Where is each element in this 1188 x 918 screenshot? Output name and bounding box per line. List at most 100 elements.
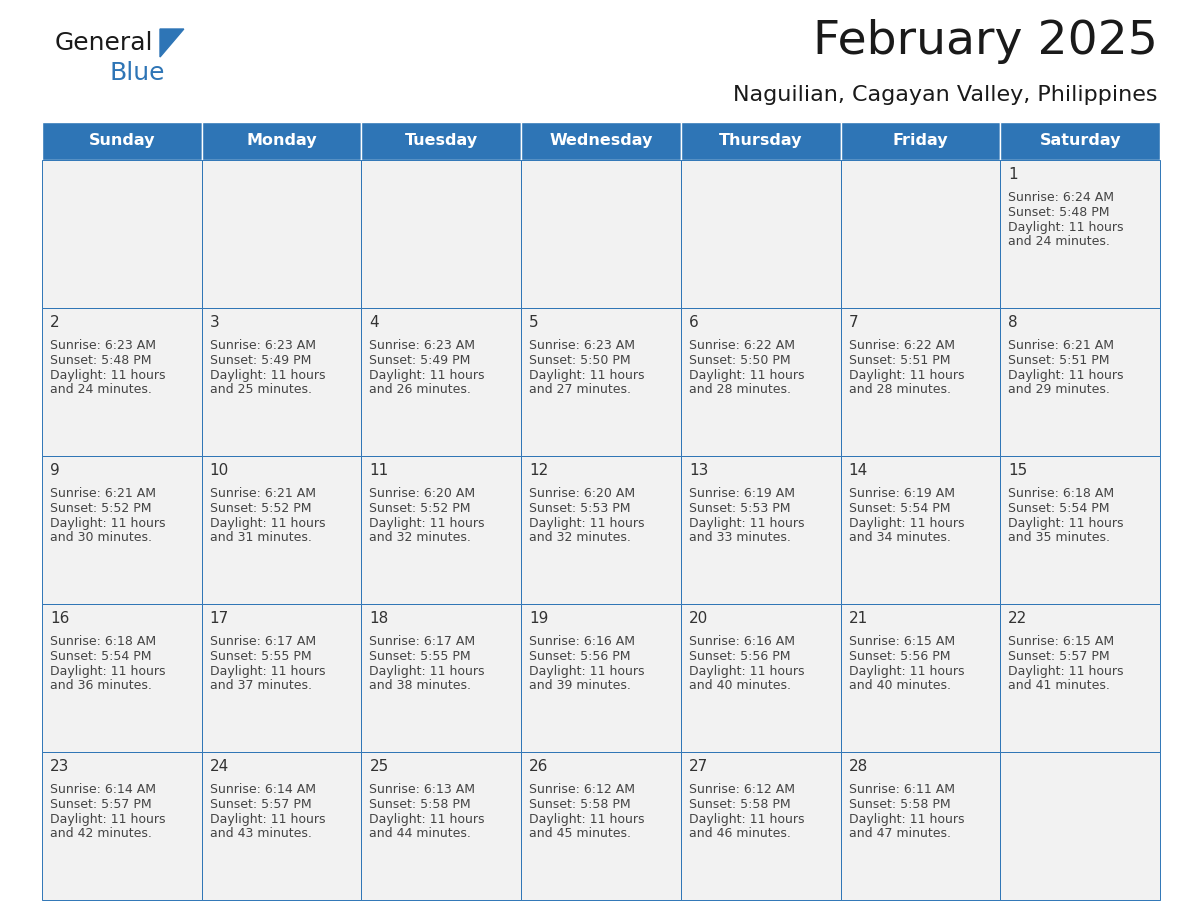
Text: Sunrise: 6:16 AM: Sunrise: 6:16 AM <box>689 635 795 648</box>
Bar <box>1000 456 1159 604</box>
Text: Sunrise: 6:19 AM: Sunrise: 6:19 AM <box>848 487 955 500</box>
Text: Daylight: 11 hours: Daylight: 11 hours <box>50 812 165 825</box>
Text: Sunrise: 6:14 AM: Sunrise: 6:14 AM <box>210 783 316 796</box>
Text: Monday: Monday <box>246 133 317 149</box>
Bar <box>841 752 1000 900</box>
Text: Sunrise: 6:14 AM: Sunrise: 6:14 AM <box>50 783 156 796</box>
Text: Daylight: 11 hours: Daylight: 11 hours <box>1009 369 1124 382</box>
Text: Daylight: 11 hours: Daylight: 11 hours <box>848 369 965 382</box>
Text: 6: 6 <box>689 315 699 330</box>
Bar <box>42 308 202 456</box>
Bar <box>841 160 1000 308</box>
Text: Tuesday: Tuesday <box>405 133 478 149</box>
Text: Sunset: 5:54 PM: Sunset: 5:54 PM <box>50 650 152 663</box>
Text: Daylight: 11 hours: Daylight: 11 hours <box>210 665 326 677</box>
Text: and 32 minutes.: and 32 minutes. <box>529 532 631 544</box>
Text: 12: 12 <box>529 463 549 478</box>
Text: 14: 14 <box>848 463 867 478</box>
FancyBboxPatch shape <box>681 122 841 160</box>
Bar <box>522 752 681 900</box>
Text: Sunrise: 6:23 AM: Sunrise: 6:23 AM <box>369 339 475 352</box>
Text: Sunrise: 6:17 AM: Sunrise: 6:17 AM <box>210 635 316 648</box>
Bar <box>522 308 681 456</box>
Text: and 40 minutes.: and 40 minutes. <box>689 679 791 692</box>
Text: Sunset: 5:54 PM: Sunset: 5:54 PM <box>1009 502 1110 515</box>
Text: Sunset: 5:52 PM: Sunset: 5:52 PM <box>50 502 152 515</box>
Text: 10: 10 <box>210 463 229 478</box>
Text: Daylight: 11 hours: Daylight: 11 hours <box>689 812 804 825</box>
Text: 8: 8 <box>1009 315 1018 330</box>
Text: Sunset: 5:53 PM: Sunset: 5:53 PM <box>689 502 790 515</box>
Text: 21: 21 <box>848 611 867 626</box>
Bar <box>42 604 202 752</box>
Text: Sunset: 5:49 PM: Sunset: 5:49 PM <box>210 353 311 367</box>
Text: Sunday: Sunday <box>89 133 156 149</box>
Text: Daylight: 11 hours: Daylight: 11 hours <box>50 369 165 382</box>
Text: and 35 minutes.: and 35 minutes. <box>1009 532 1111 544</box>
Text: Sunset: 5:51 PM: Sunset: 5:51 PM <box>1009 353 1110 367</box>
Bar <box>681 160 841 308</box>
FancyBboxPatch shape <box>42 122 202 160</box>
Bar <box>841 604 1000 752</box>
Text: Sunrise: 6:19 AM: Sunrise: 6:19 AM <box>689 487 795 500</box>
Text: Naguilian, Cagayan Valley, Philippines: Naguilian, Cagayan Valley, Philippines <box>733 85 1158 105</box>
Bar <box>681 752 841 900</box>
Text: Daylight: 11 hours: Daylight: 11 hours <box>848 812 965 825</box>
Text: Daylight: 11 hours: Daylight: 11 hours <box>1009 517 1124 530</box>
Text: Sunset: 5:54 PM: Sunset: 5:54 PM <box>848 502 950 515</box>
Text: Sunset: 5:58 PM: Sunset: 5:58 PM <box>848 798 950 811</box>
Bar <box>681 604 841 752</box>
Bar <box>1000 604 1159 752</box>
FancyBboxPatch shape <box>1000 122 1159 160</box>
Text: 26: 26 <box>529 759 549 774</box>
Text: 4: 4 <box>369 315 379 330</box>
Bar <box>841 456 1000 604</box>
Text: and 28 minutes.: and 28 minutes. <box>848 384 950 397</box>
Bar <box>202 456 361 604</box>
Text: Sunset: 5:48 PM: Sunset: 5:48 PM <box>1009 206 1110 218</box>
FancyBboxPatch shape <box>522 122 681 160</box>
Text: Daylight: 11 hours: Daylight: 11 hours <box>529 665 645 677</box>
Text: Daylight: 11 hours: Daylight: 11 hours <box>529 517 645 530</box>
Text: Sunrise: 6:21 AM: Sunrise: 6:21 AM <box>50 487 156 500</box>
Text: Sunrise: 6:23 AM: Sunrise: 6:23 AM <box>529 339 636 352</box>
Bar <box>202 752 361 900</box>
Text: Daylight: 11 hours: Daylight: 11 hours <box>210 517 326 530</box>
Text: Daylight: 11 hours: Daylight: 11 hours <box>369 812 485 825</box>
Text: Sunrise: 6:24 AM: Sunrise: 6:24 AM <box>1009 191 1114 204</box>
Text: Sunrise: 6:22 AM: Sunrise: 6:22 AM <box>848 339 955 352</box>
Text: Sunset: 5:57 PM: Sunset: 5:57 PM <box>210 798 311 811</box>
Text: Daylight: 11 hours: Daylight: 11 hours <box>689 369 804 382</box>
Text: Sunrise: 6:12 AM: Sunrise: 6:12 AM <box>689 783 795 796</box>
Text: and 30 minutes.: and 30 minutes. <box>50 532 152 544</box>
Text: 2: 2 <box>50 315 59 330</box>
Text: 15: 15 <box>1009 463 1028 478</box>
Text: General: General <box>55 31 153 55</box>
Text: Daylight: 11 hours: Daylight: 11 hours <box>529 812 645 825</box>
Text: Saturday: Saturday <box>1040 133 1121 149</box>
Text: Friday: Friday <box>892 133 948 149</box>
Bar <box>42 752 202 900</box>
Text: Sunrise: 6:13 AM: Sunrise: 6:13 AM <box>369 783 475 796</box>
Text: Sunset: 5:51 PM: Sunset: 5:51 PM <box>848 353 950 367</box>
Text: Sunrise: 6:21 AM: Sunrise: 6:21 AM <box>210 487 316 500</box>
Text: 13: 13 <box>689 463 708 478</box>
Bar <box>202 308 361 456</box>
Text: Sunrise: 6:18 AM: Sunrise: 6:18 AM <box>50 635 156 648</box>
Text: 11: 11 <box>369 463 388 478</box>
Text: Sunrise: 6:15 AM: Sunrise: 6:15 AM <box>1009 635 1114 648</box>
Text: 18: 18 <box>369 611 388 626</box>
Text: Sunrise: 6:16 AM: Sunrise: 6:16 AM <box>529 635 636 648</box>
Text: Sunrise: 6:18 AM: Sunrise: 6:18 AM <box>1009 487 1114 500</box>
Text: and 32 minutes.: and 32 minutes. <box>369 532 472 544</box>
Text: and 43 minutes.: and 43 minutes. <box>210 827 311 840</box>
Text: Sunset: 5:57 PM: Sunset: 5:57 PM <box>1009 650 1110 663</box>
Text: 24: 24 <box>210 759 229 774</box>
Text: Sunset: 5:56 PM: Sunset: 5:56 PM <box>689 650 790 663</box>
Text: Sunset: 5:57 PM: Sunset: 5:57 PM <box>50 798 152 811</box>
FancyBboxPatch shape <box>202 122 361 160</box>
Text: Sunset: 5:56 PM: Sunset: 5:56 PM <box>529 650 631 663</box>
Text: and 45 minutes.: and 45 minutes. <box>529 827 631 840</box>
Text: and 36 minutes.: and 36 minutes. <box>50 679 152 692</box>
Text: and 31 minutes.: and 31 minutes. <box>210 532 311 544</box>
